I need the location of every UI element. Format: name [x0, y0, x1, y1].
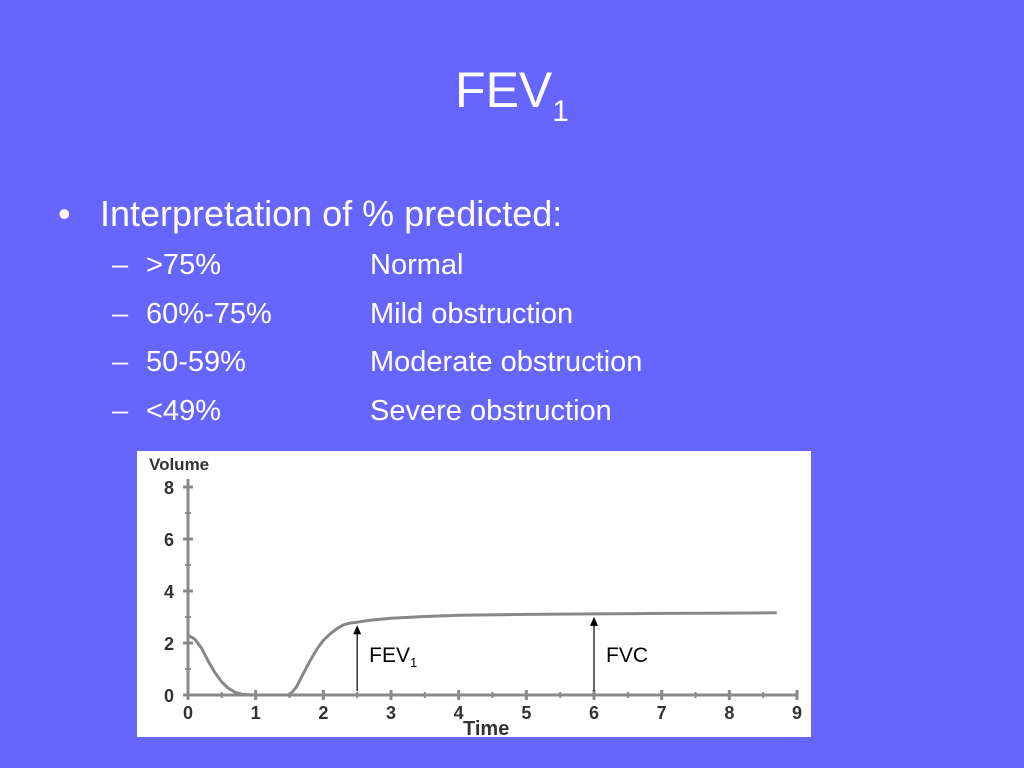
x-tick-label: 1	[251, 703, 261, 723]
list-item: – >75% Normal	[112, 244, 463, 293]
y-axis-label: Volume	[149, 455, 209, 474]
range-text: 60%-75%	[146, 297, 272, 330]
dash-marker: –	[112, 394, 129, 427]
chart-svg: 0 1 2 3 4 5 6 7 8 9 0 2 4 6 8 Volume Time FEV1 FVC	[149, 455, 802, 737]
x-tick-label: 8	[724, 703, 734, 723]
x-tick-label: 2	[318, 703, 328, 723]
x-tick-label: 7	[657, 703, 667, 723]
main-bullet: • Interpretation of % predicted:	[58, 192, 562, 236]
x-tick-label: 0	[183, 703, 193, 723]
y-tick-label: 2	[164, 634, 174, 654]
y-tick-label: 6	[164, 530, 174, 550]
list-item: – 50-59% Moderate obstruction	[112, 341, 642, 390]
interpretation-text: Mild obstruction	[370, 297, 574, 330]
range-text: >75%	[146, 249, 221, 281]
volume-time-curve	[187, 611, 777, 697]
spirometry-chart: 0 1 2 3 4 5 6 7 8 9 0 2 4 6 8 Volume Time FEV1 FVC	[137, 451, 811, 737]
dash-marker: –	[112, 346, 129, 378]
y-tick-label: 8	[164, 478, 174, 498]
interpretation-list: – >75% Normal – 60%-75% Mild obstruction…	[112, 244, 642, 439]
bullet-text: Interpretation of % predicted:	[100, 193, 563, 234]
bullet-marker: •	[58, 193, 71, 234]
annotation-label: FEV1	[369, 644, 417, 670]
x-axis-label: Time	[463, 718, 509, 737]
list-item: – <49% Severe obstruction	[112, 390, 612, 439]
annotation-label-subscript: 1	[410, 655, 417, 670]
annotation-arrowhead	[353, 625, 362, 635]
x-tick-label: 4	[454, 703, 464, 723]
slide-title: FEV1	[0, 60, 1024, 127]
x-tick-label: 9	[792, 703, 802, 723]
y-tick-label: 4	[164, 582, 174, 602]
slide-title-subscript: 1	[552, 95, 569, 128]
y-tick-label: 0	[164, 686, 174, 706]
annotation-arrowhead	[590, 616, 598, 626]
x-tick-label: 6	[589, 703, 599, 723]
range-text: <49%	[146, 394, 221, 427]
x-tick-label: 3	[386, 703, 396, 723]
dash-marker: –	[112, 249, 129, 281]
x-tick-label: 5	[521, 703, 531, 723]
list-item: – 60%-75% Mild obstruction	[112, 293, 573, 342]
annotation-label: FVC	[606, 644, 648, 667]
interpretation-text: Normal	[370, 249, 464, 281]
dash-marker: –	[112, 297, 129, 330]
slide-title-main: FEV	[455, 62, 553, 118]
range-text: 50-59%	[146, 346, 246, 378]
interpretation-text: Moderate obstruction	[370, 346, 643, 378]
interpretation-text: Severe obstruction	[370, 394, 612, 427]
